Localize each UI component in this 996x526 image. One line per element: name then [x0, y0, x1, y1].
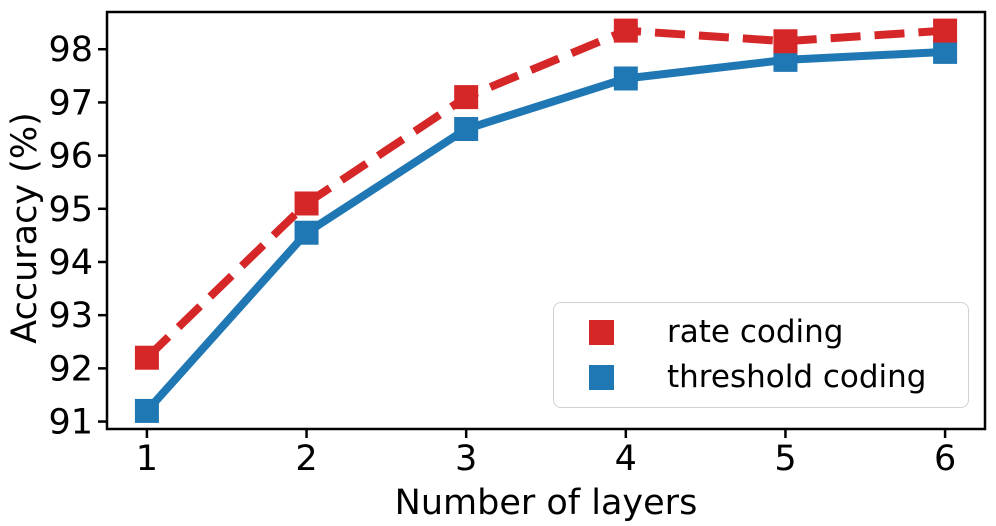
- legend-swatch-rate-coding: [589, 320, 614, 345]
- x-tick-label: 2: [295, 439, 317, 479]
- data-point-marker: [294, 220, 319, 245]
- y-tick-label: 98: [48, 30, 93, 70]
- y-tick-label: 95: [48, 190, 93, 230]
- data-point-marker: [933, 18, 958, 43]
- y-tick-label: 91: [48, 403, 93, 443]
- data-point-marker: [613, 18, 638, 43]
- x-tick-label: 3: [455, 439, 477, 479]
- x-axis-label: Number of layers: [395, 483, 698, 523]
- series-line-threshold-coding: [143, 47, 946, 414]
- data-point-marker: [773, 29, 798, 54]
- data-point-marker: [933, 39, 958, 64]
- x-tick-label: 5: [774, 439, 796, 479]
- data-point-marker: [613, 66, 638, 91]
- x-tick-label: 1: [136, 439, 158, 479]
- data-point-marker: [294, 191, 319, 216]
- y-tick-label: 96: [48, 137, 93, 177]
- plot-area: 1 2 3 4 5 6 91 92 93 94 95 96 97 98: [48, 10, 987, 479]
- y-tick-label: 97: [48, 83, 93, 123]
- legend-label: rate coding: [667, 314, 844, 350]
- y-axis-label: Accuracy (%): [5, 112, 45, 343]
- data-point-marker: [454, 117, 479, 142]
- legend: rate coding threshold coding: [553, 302, 969, 408]
- plot-frame: [105, 10, 987, 431]
- legend-item-threshold-coding: threshold coding: [589, 362, 968, 393]
- x-tick-label: 4: [615, 439, 637, 479]
- legend-label: threshold coding: [667, 359, 927, 395]
- legend-item-rate-coding: rate coding: [589, 317, 968, 348]
- legend-swatch-threshold-coding: [589, 365, 614, 390]
- y-tick-label: 92: [48, 349, 93, 389]
- data-point-marker: [134, 398, 159, 423]
- x-tick-label: 6: [934, 439, 956, 479]
- y-tick-label: 93: [48, 296, 93, 336]
- y-tick-label: 94: [48, 243, 93, 283]
- data-point-marker: [134, 345, 159, 370]
- series-line-rate-coding: [144, 26, 946, 361]
- data-point-marker: [454, 85, 479, 110]
